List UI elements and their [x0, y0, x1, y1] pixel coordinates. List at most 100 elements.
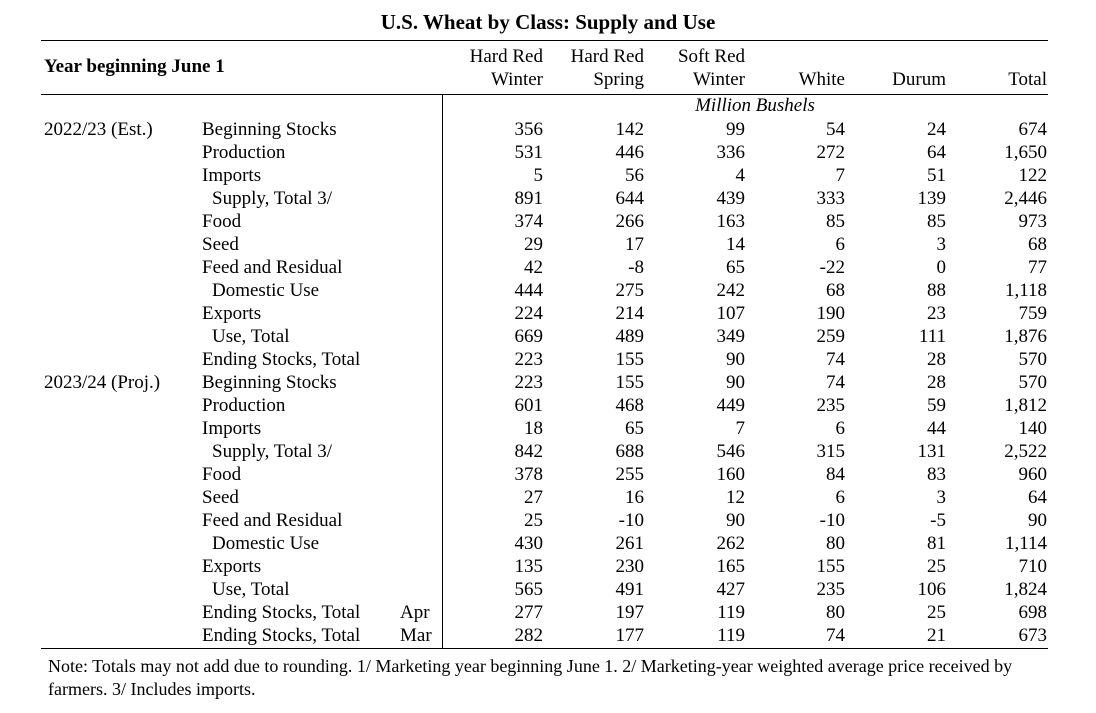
value-cell: 90	[726, 372, 745, 393]
row-label: Domestic Use	[212, 533, 320, 554]
table-row: Seed 29 17 14 6 3 68	[0, 233, 1096, 256]
value-cell: 570	[1018, 372, 1048, 393]
column-header-line1	[799, 45, 845, 68]
value-cell: 378	[514, 464, 544, 485]
row-label: Seed	[202, 234, 239, 255]
footnote: Note: Totals may not add due to rounding…	[48, 656, 1013, 699]
value-cell: 56	[625, 165, 644, 186]
table-row: Ending Stocks, Total Mar 282 177 119 74 21 673	[0, 624, 1096, 647]
row-label: Seed	[202, 487, 239, 508]
value-cell: 259	[816, 326, 846, 347]
column-header-line2: Durum	[892, 69, 946, 90]
value-cell: 224	[514, 303, 544, 324]
table-body: 2022/23 (Est.) Beginning Stocks 356 142 99 54…	[0, 118, 1096, 647]
value-cell: 84	[826, 464, 845, 485]
value-cell: 59	[927, 395, 946, 416]
value-cell: 155	[615, 372, 645, 393]
value-cell: 601	[514, 395, 544, 416]
value-cell: 68	[826, 280, 845, 301]
column-header: Soft Red Winter	[678, 45, 745, 91]
row-label: Imports	[202, 165, 262, 186]
value-cell: 3	[936, 487, 947, 508]
row-label: Production	[202, 395, 286, 416]
value-cell: 0	[936, 257, 947, 278]
table-row: Feed and Residual 42 -8 65 -22 0 77	[0, 256, 1096, 279]
value-cell: 21	[927, 625, 946, 646]
value-cell: 275	[615, 280, 645, 301]
value-cell: 891	[514, 188, 544, 209]
column-header-line1: Hard Red	[469, 46, 543, 67]
value-cell: 28	[927, 349, 946, 370]
value-cell: 16	[625, 487, 644, 508]
value-cell: 255	[615, 464, 645, 485]
table-row: Exports 224 214 107 190 23 759	[0, 302, 1096, 325]
value-cell: 1,114	[1004, 533, 1047, 554]
value-cell: 7	[835, 165, 846, 186]
row-label: Production	[202, 142, 286, 163]
value-cell: 64	[1028, 487, 1047, 508]
value-cell: 336	[716, 142, 746, 163]
value-cell: 83	[927, 464, 946, 485]
column-header: Total	[1008, 45, 1047, 91]
value-cell: 24	[927, 119, 946, 140]
value-cell: 23	[927, 303, 946, 324]
value-cell: 140	[1018, 418, 1048, 439]
value-cell: 88	[927, 280, 946, 301]
value-cell: 90	[1028, 510, 1047, 531]
value-cell: 28	[927, 372, 946, 393]
value-cell: 759	[1018, 303, 1048, 324]
row-label: Food	[202, 211, 242, 232]
value-cell: 197	[615, 602, 645, 623]
value-cell: 68	[1028, 234, 1047, 255]
value-cell: 51	[927, 165, 946, 186]
value-cell: 3	[936, 234, 947, 255]
value-cell: 80	[826, 602, 845, 623]
table-row: Exports 135 230 165 155 25 710	[0, 555, 1096, 578]
value-cell: 119	[717, 602, 745, 623]
value-cell: 165	[716, 556, 746, 577]
value-cell: 489	[615, 326, 645, 347]
top-rule	[41, 40, 1048, 41]
header-rule	[41, 94, 1048, 95]
value-cell: 90	[726, 510, 745, 531]
table-row: Seed 27 16 12 6 3 64	[0, 486, 1096, 509]
value-cell: 223	[514, 349, 544, 370]
value-cell: 139	[917, 188, 947, 209]
row-label: Feed and Residual	[202, 257, 343, 278]
value-cell: 90	[726, 349, 745, 370]
value-cell: 427	[716, 579, 746, 600]
table-row: Imports 5 56 4 7 51 122	[0, 164, 1096, 187]
value-cell: 2,446	[1004, 188, 1047, 209]
value-cell: 107	[716, 303, 746, 324]
row-label: Ending Stocks, Total	[202, 349, 361, 370]
value-cell: 449	[716, 395, 746, 416]
value-cell: 42	[524, 257, 543, 278]
value-cell: 698	[1018, 602, 1048, 623]
row-label: Food	[202, 464, 242, 485]
value-cell: 1,118	[1004, 280, 1047, 301]
value-cell: 6	[835, 234, 846, 255]
row-label: Beginning Stocks	[202, 119, 337, 140]
value-cell: 973	[1018, 211, 1048, 232]
month-cell: Apr	[400, 602, 430, 623]
table-row: Food 374 266 163 85 85 973	[0, 210, 1096, 233]
value-cell: 177	[615, 625, 645, 646]
value-cell: 842	[514, 441, 544, 462]
bottom-rule	[41, 648, 1048, 649]
table-row: Imports 18 65 7 6 44 140	[0, 417, 1096, 440]
value-cell: -10	[819, 510, 845, 531]
value-cell: 99	[726, 119, 745, 140]
table-row: Supply, Total 3/842 688 546 315 131 2,522	[0, 440, 1096, 463]
table-row: Production 601 468 449 235 59 1,812	[0, 394, 1096, 417]
vertical-divider	[442, 94, 443, 648]
value-cell: 122	[1018, 165, 1048, 186]
table-row: Feed and Residual 25 -10 90 -10 -5 90	[0, 509, 1096, 532]
value-cell: 14	[726, 234, 745, 255]
column-header-line2: Total	[1008, 69, 1047, 90]
value-cell: 81	[927, 533, 946, 554]
row-label: Domestic Use	[212, 280, 320, 301]
value-cell: 65	[625, 418, 644, 439]
value-cell: 6	[835, 487, 846, 508]
value-cell: 163	[716, 211, 746, 232]
value-cell: 960	[1018, 464, 1048, 485]
